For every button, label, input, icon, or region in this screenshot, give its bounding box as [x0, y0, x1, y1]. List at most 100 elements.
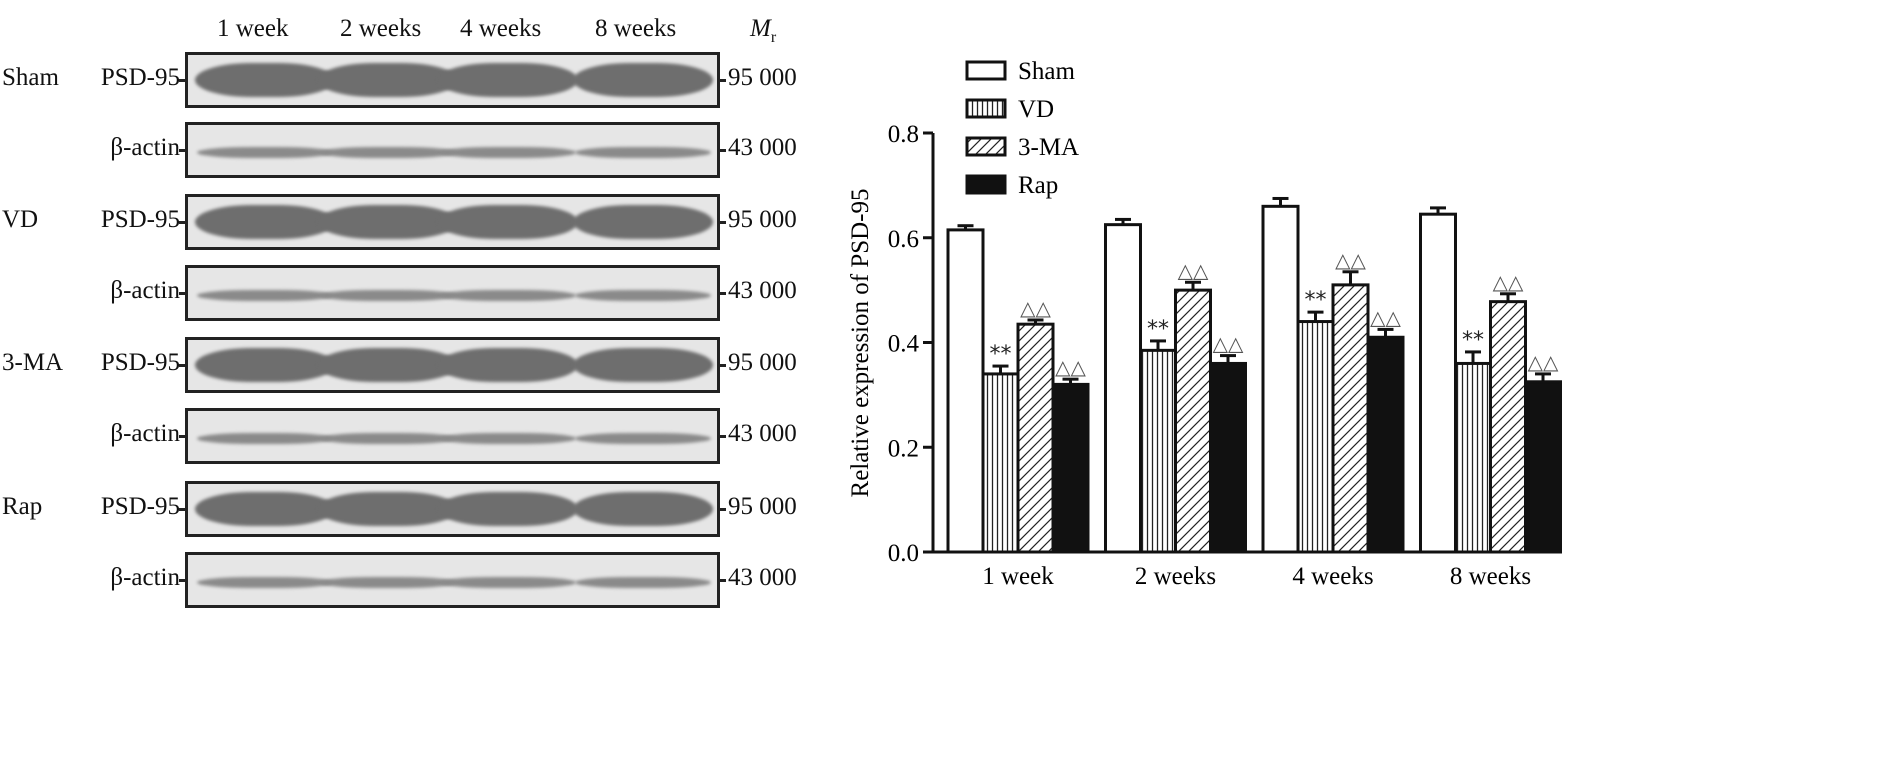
mr-value: 95 000 — [728, 349, 797, 376]
protein-band — [575, 433, 711, 444]
blot-strip — [185, 52, 720, 108]
protein-label: PSD-95 — [100, 493, 180, 520]
marker-tick — [720, 149, 726, 152]
protein-band — [438, 492, 578, 526]
bar-rap — [1366, 335, 1405, 554]
marker-tick — [720, 292, 726, 295]
protein-band — [197, 577, 333, 588]
protein-band — [438, 63, 578, 97]
protein-label: PSD-95 — [100, 64, 180, 91]
protein-band — [320, 433, 456, 444]
bar-sham — [1104, 223, 1142, 554]
mr-value: 95 000 — [728, 64, 797, 91]
bar-3-ma — [1016, 322, 1055, 554]
y-tick-label: 0.6 — [888, 226, 919, 253]
marker-tick — [720, 435, 726, 438]
y-tick-label: 0.8 — [888, 121, 919, 148]
bar-3-ma — [1489, 300, 1527, 554]
bar-vd — [1139, 348, 1177, 554]
blot-strip — [185, 337, 720, 393]
x-tick-label: 4 weeks — [1292, 563, 1373, 590]
protein-label: β-actin — [110, 420, 180, 447]
protein-label: β-actin — [110, 277, 180, 304]
protein-band — [575, 577, 711, 588]
y-tick-label: 0.4 — [888, 331, 920, 358]
marker-tick — [720, 508, 726, 511]
significance-marker: △△ — [1528, 350, 1559, 374]
marker-tick — [179, 221, 185, 224]
bar-sham — [1419, 212, 1457, 554]
marker-tick — [720, 221, 726, 224]
lane-label: 4 weeks — [460, 15, 542, 42]
bar-sham — [1261, 204, 1300, 554]
significance-marker: △△ — [1213, 332, 1244, 356]
significance-marker: ** — [1147, 317, 1169, 342]
bar-vd — [1296, 320, 1335, 554]
x-tick-label: 2 weeks — [1135, 563, 1216, 590]
x-tick-label: 1 week — [982, 563, 1054, 590]
legend-label: Rap — [1018, 172, 1058, 199]
group-label: VD — [2, 206, 39, 233]
significance-marker: △△ — [1370, 305, 1401, 329]
significance-marker: ** — [990, 342, 1012, 367]
marker-tick — [179, 364, 185, 367]
mr-value: 43 000 — [728, 134, 797, 161]
y-tick-label: 0.2 — [888, 435, 919, 462]
blot-strip — [185, 552, 720, 608]
bar-rap — [1209, 361, 1247, 554]
significance-marker: ** — [1462, 328, 1484, 353]
blot-strip — [185, 265, 720, 321]
protein-band — [195, 348, 335, 382]
bar-vd — [981, 372, 1020, 554]
bar-3-ma — [1331, 283, 1370, 554]
mr-value: 43 000 — [728, 420, 797, 447]
bar-vd — [1454, 361, 1492, 554]
lane-label: 2 weeks — [340, 15, 422, 42]
protein-band — [573, 492, 713, 526]
blot-strip — [185, 481, 720, 537]
marker-tick — [179, 435, 185, 438]
protein-band — [318, 492, 458, 526]
protein-band — [438, 205, 578, 239]
x-tick-label: 8 weeks — [1450, 563, 1531, 590]
significance-marker: △△ — [1055, 355, 1086, 379]
protein-band — [318, 348, 458, 382]
protein-band — [195, 63, 335, 97]
legend-swatch — [965, 98, 1007, 119]
group-label: 3-MA — [2, 349, 64, 376]
protein-band — [320, 147, 456, 158]
marker-tick — [179, 149, 185, 152]
protein-band — [195, 205, 335, 239]
marker-tick — [179, 79, 185, 82]
protein-band — [320, 290, 456, 301]
mr-value: 43 000 — [728, 277, 797, 304]
legend-label: Sham — [1018, 58, 1076, 85]
bar-rap — [1051, 382, 1090, 554]
protein-band — [440, 147, 576, 158]
protein-band — [318, 205, 458, 239]
marker-tick — [720, 79, 726, 82]
protein-band — [573, 348, 713, 382]
protein-band — [575, 147, 711, 158]
protein-band — [440, 433, 576, 444]
protein-band — [197, 290, 333, 301]
blot-strip — [185, 122, 720, 178]
marker-tick — [720, 364, 726, 367]
protein-band — [197, 433, 333, 444]
significance-marker: △△ — [1335, 248, 1366, 272]
protein-band — [438, 348, 578, 382]
blot-strip — [185, 408, 720, 464]
significance-marker: △△ — [1493, 270, 1524, 294]
lane-label: 1 week — [217, 15, 289, 42]
marker-tick — [179, 508, 185, 511]
mr-value: 95 000 — [728, 206, 797, 233]
legend-label: VD — [1018, 96, 1054, 123]
protein-band — [318, 63, 458, 97]
significance-marker: △△ — [1178, 258, 1209, 282]
legend-label: 3-MA — [1018, 134, 1079, 161]
group-label: Sham — [2, 64, 59, 91]
mr-label: Mr — [750, 15, 776, 47]
mr-value: 43 000 — [728, 564, 797, 591]
